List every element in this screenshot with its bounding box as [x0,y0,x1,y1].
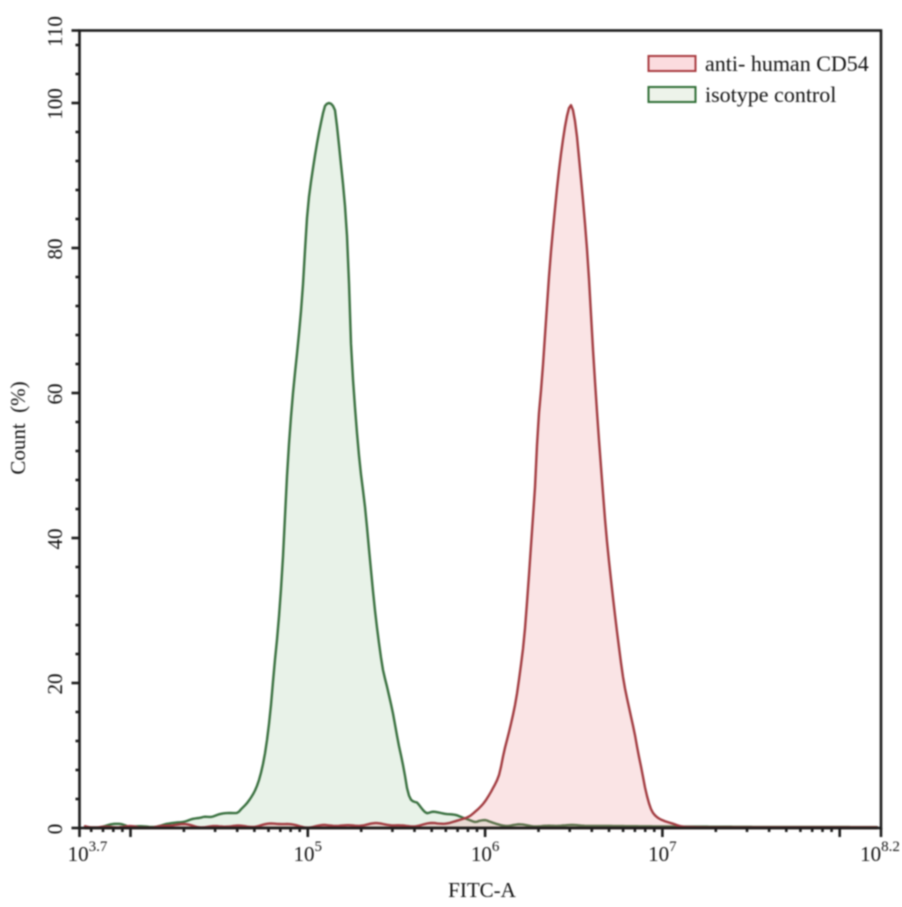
svg-text:110: 110 [43,16,67,47]
svg-text:40: 40 [43,529,67,550]
svg-text:80: 80 [43,239,67,260]
svg-text:20: 20 [43,674,67,695]
svg-text:100: 100 [43,88,67,120]
svg-text:Count (%): Count (%) [6,381,30,474]
svg-text:0: 0 [43,824,67,835]
svg-text:anti- human CD54: anti- human CD54 [705,51,869,76]
svg-text:isotype control: isotype control [705,82,836,107]
svg-text:60: 60 [43,384,67,405]
svg-text:FITC-A: FITC-A [448,878,517,902]
